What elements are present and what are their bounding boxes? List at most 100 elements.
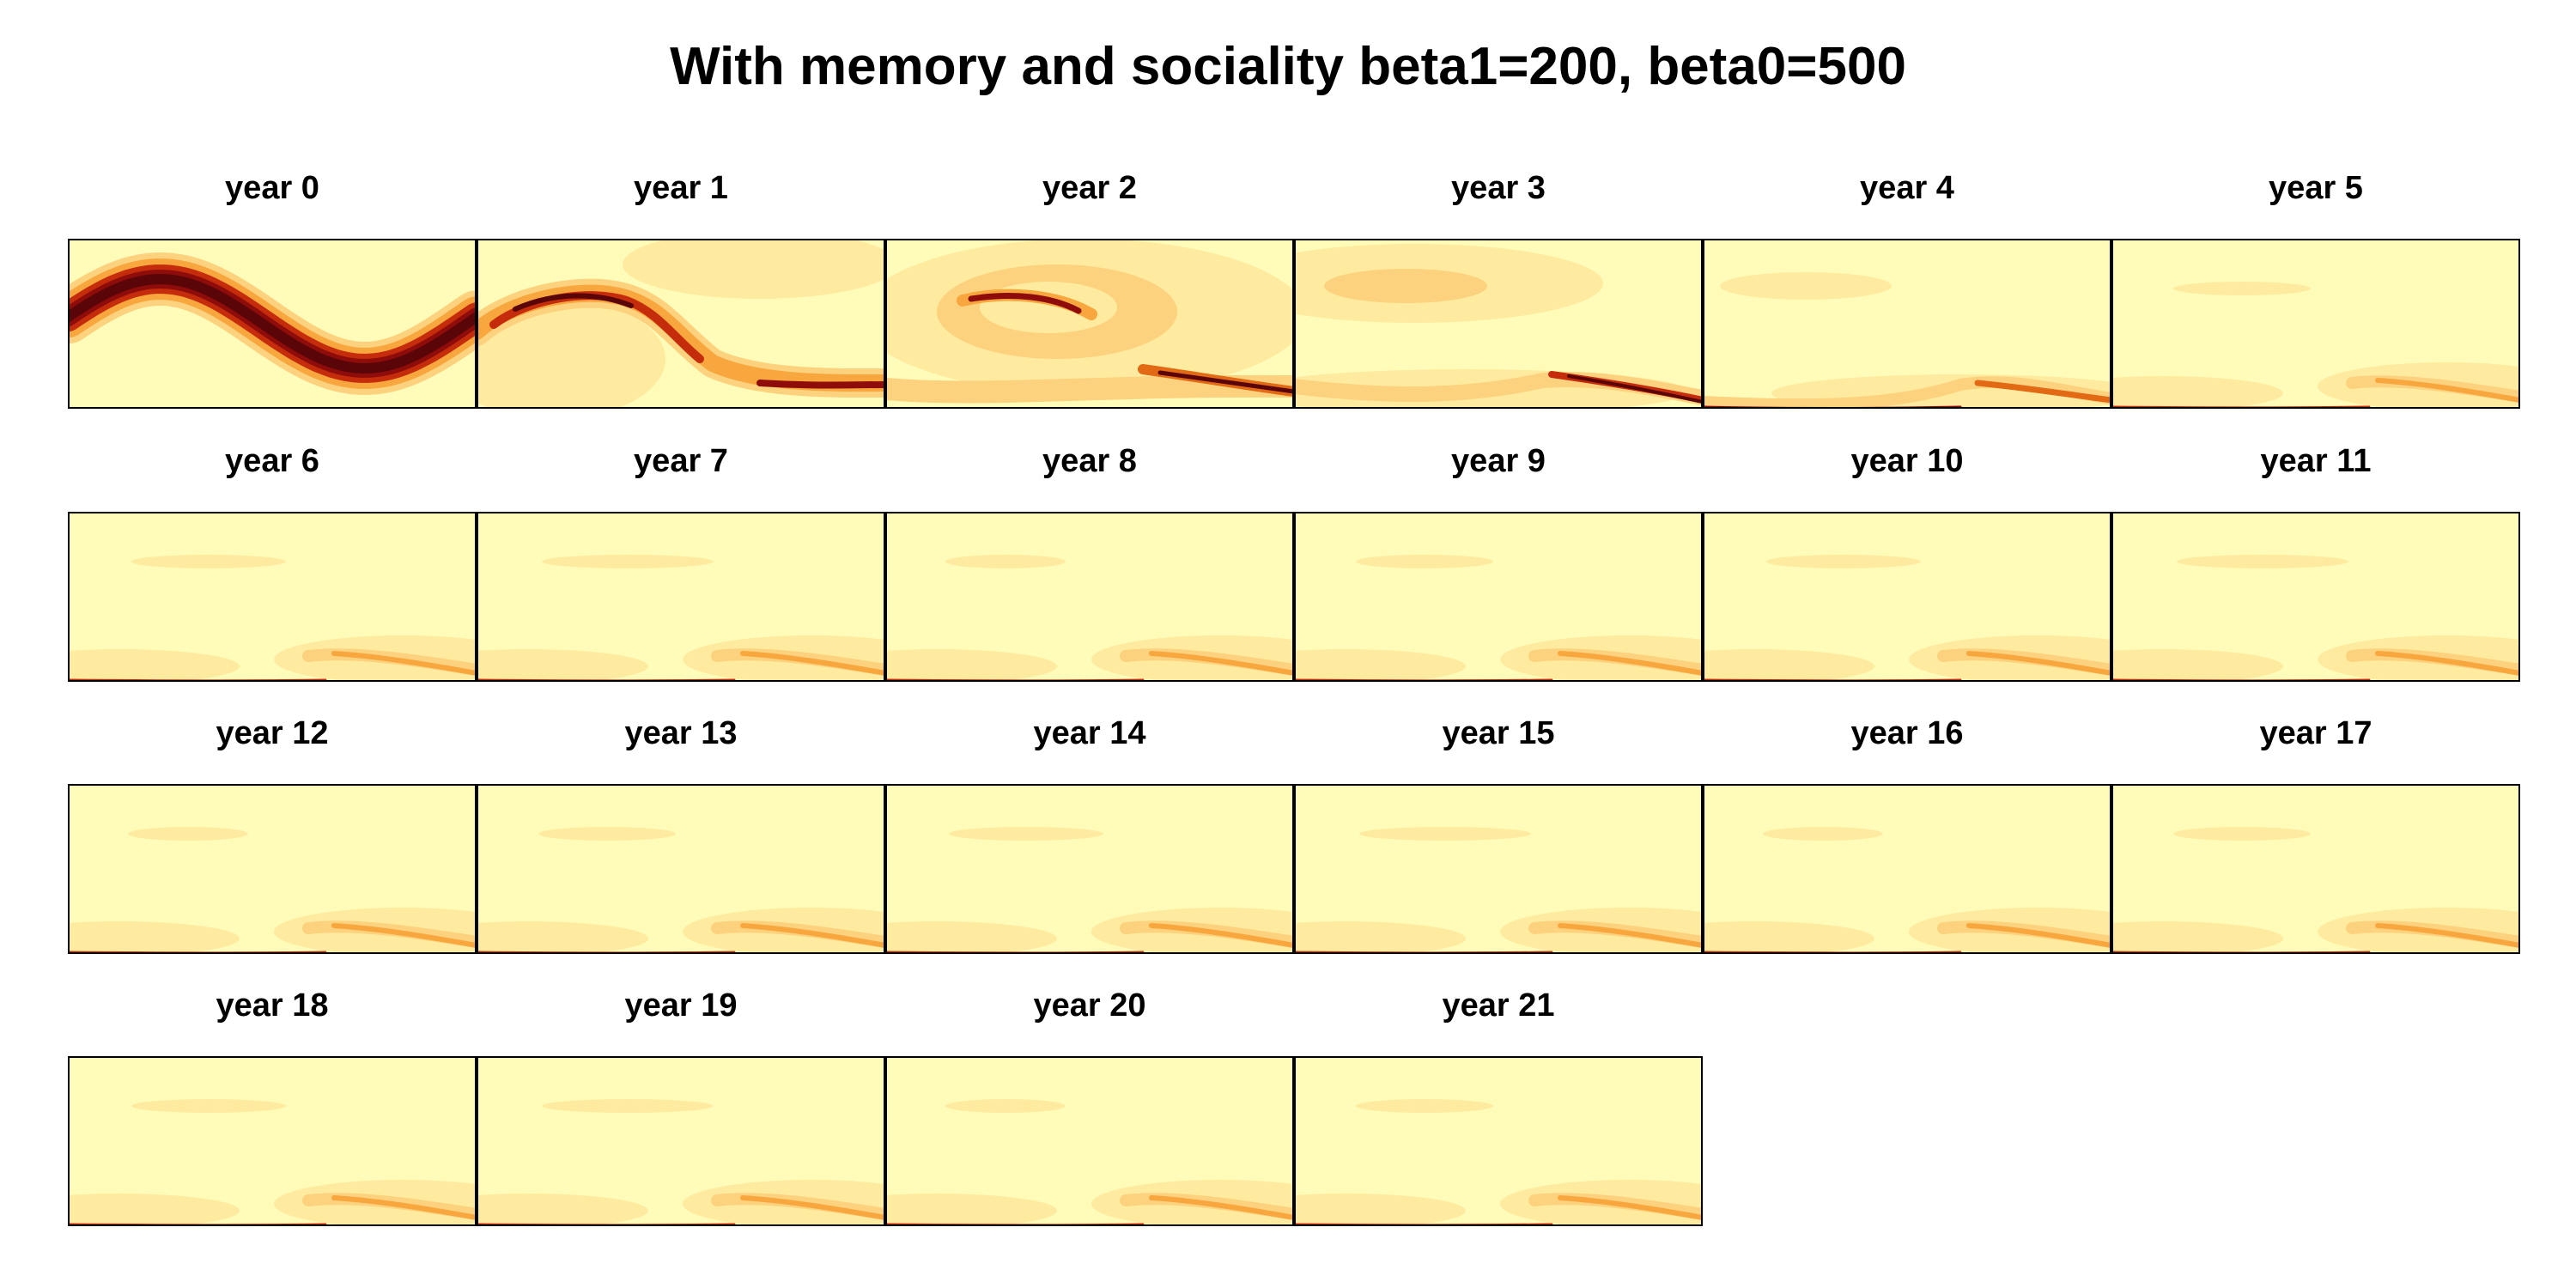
density-band: [1149, 651, 1294, 676]
density-patch: [885, 649, 1057, 682]
heatmap-panel: [477, 784, 885, 954]
heatmap-panel: [1294, 784, 1703, 954]
heatmap-panel: [885, 1056, 1294, 1226]
density-patch: [1356, 1099, 1493, 1113]
density-patch: [945, 555, 1066, 568]
density-band: [740, 651, 885, 676]
density-layer: [885, 1099, 1294, 1226]
density-band: [1558, 1195, 1703, 1220]
density-layer: [885, 827, 1294, 954]
density-patch: [2111, 921, 2283, 954]
density-patch: [538, 827, 676, 841]
panel-frame: [2111, 784, 2520, 954]
heatmap-panel: [2111, 512, 2520, 682]
heatmap-panel: [885, 784, 1294, 954]
panel-frame: [68, 784, 477, 954]
density-patch: [2173, 282, 2311, 295]
density-band: [331, 1195, 477, 1220]
density-band: [1149, 923, 1294, 948]
panel-title: year 17: [2259, 715, 2372, 751]
density-band: [1966, 651, 2111, 676]
panel-frame: [68, 239, 477, 409]
panel-frame: [1703, 512, 2111, 682]
density-patch: [1720, 272, 1892, 300]
heatmap-panel: [68, 784, 477, 954]
density-patch: [945, 1099, 1066, 1113]
panel-frame: [2111, 239, 2520, 409]
density-patch: [1294, 1194, 1466, 1226]
density-band: [740, 923, 885, 948]
density-band: [1149, 1195, 1294, 1220]
density-band-core: [513, 293, 634, 312]
density-layer: [477, 555, 885, 682]
heatmap-panel: [68, 512, 477, 682]
density-patch: [477, 649, 648, 682]
heatmap-panel: [68, 239, 477, 409]
density-patch: [1766, 555, 1921, 568]
panel-frame: [885, 1056, 1294, 1226]
panel-title: year 0: [225, 170, 319, 206]
density-patch: [68, 1194, 240, 1226]
panel-frame: [885, 512, 1294, 682]
density-band: [2375, 651, 2520, 676]
density-patch: [131, 555, 286, 568]
density-band: [1558, 923, 1703, 948]
density-band: [1974, 380, 2111, 404]
density-patch: [623, 239, 885, 299]
panel-title: year 18: [216, 987, 329, 1024]
density-layer: [68, 827, 477, 954]
panel-frame: [1703, 239, 2111, 409]
panel-title: year 9: [1451, 443, 1546, 479]
density-patch: [542, 555, 714, 568]
density-layer: [477, 827, 885, 954]
panel-title: year 4: [1860, 170, 1954, 206]
panel-title: year 7: [634, 443, 728, 479]
heatmap-panel: [477, 512, 885, 682]
density-patch: [477, 921, 648, 954]
panel-frame: [1703, 784, 2111, 954]
density-band-core: [1157, 370, 1294, 394]
panel-frame: [68, 1056, 477, 1226]
density-patch: [542, 1099, 714, 1113]
density-patch: [477, 299, 665, 409]
heatmap-panel: [1294, 239, 1703, 409]
panel-title: year 3: [1451, 170, 1546, 206]
heatmap-panel: [1703, 239, 2111, 409]
density-patch: [949, 827, 1103, 841]
panel-frame: [477, 512, 885, 682]
panel-title: year 15: [1442, 715, 1555, 751]
panel-title: year 13: [624, 715, 738, 751]
density-patch: [1703, 921, 1874, 954]
panel-title: year 11: [2260, 443, 2372, 479]
panel-frame: [1294, 239, 1703, 409]
density-band: [1966, 923, 2111, 948]
density-patch: [1324, 269, 1487, 303]
heatmap-panel: [885, 512, 1294, 682]
density-patch: [1294, 921, 1466, 954]
density-layer: [1703, 555, 2111, 682]
panel-title: year 10: [1850, 443, 1964, 479]
density-band-core: [1567, 374, 1703, 404]
panel-frame: [477, 784, 885, 954]
density-patch: [885, 921, 1057, 954]
panel-frame: [477, 1056, 885, 1226]
density-patch: [2111, 649, 2283, 682]
density-patch: [2173, 827, 2311, 841]
heatmap-panel: [2111, 784, 2520, 954]
density-patch: [1763, 827, 1883, 841]
heatmap-panel: [1703, 784, 2111, 954]
density-band-core: [756, 380, 885, 389]
panel-title: year 1: [634, 170, 728, 206]
density-layer: [1703, 827, 2111, 954]
density-layer: [885, 239, 1294, 404]
panel-title: year 5: [2269, 170, 2363, 206]
density-band: [885, 374, 1294, 404]
density-layer: [68, 555, 477, 682]
density-patch: [1359, 827, 1531, 841]
panel-title: year 14: [1033, 715, 1146, 751]
density-band: [331, 651, 477, 676]
density-patch: [885, 1194, 1057, 1226]
panel-frame: [2111, 512, 2520, 682]
heatmap-panel: [1703, 512, 2111, 682]
